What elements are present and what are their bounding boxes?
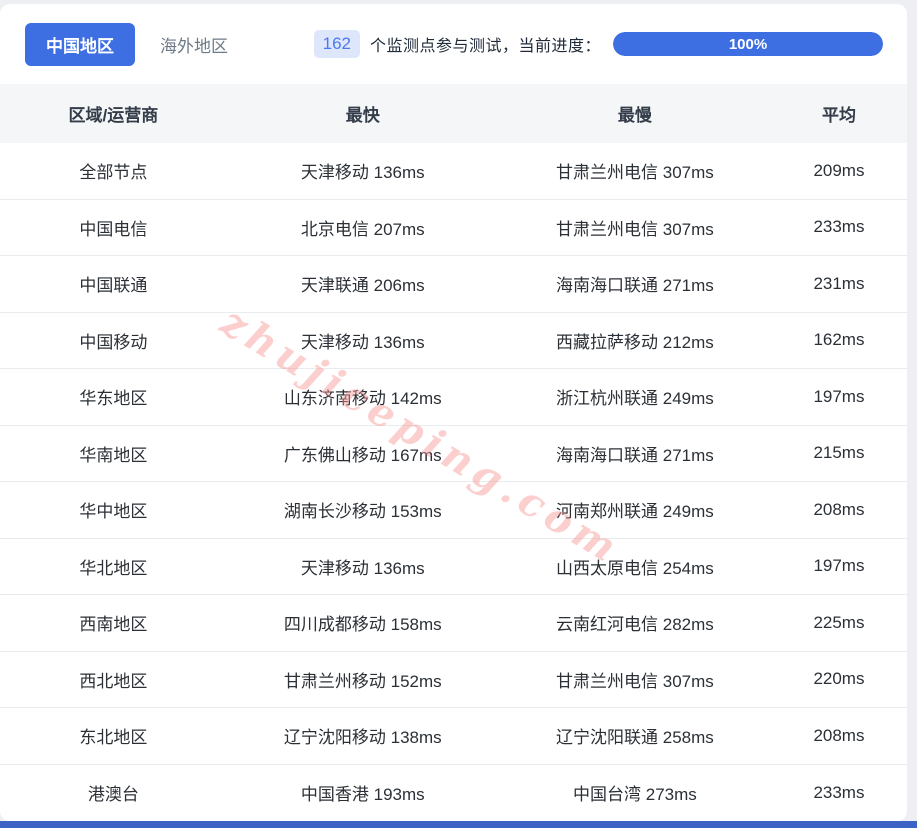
table-row: 中国电信 北京电信 207ms 甘肃兰州电信 307ms 233ms [0,200,907,256]
monitor-count-badge: 162 [313,30,360,58]
cell-fastest: 中国香港 193ms [300,785,425,805]
cell-fastest: 甘肃兰州移动 152ms [283,671,442,691]
cell-fastest: 天津移动 136ms [300,163,425,183]
progress-percent-label: 100% [728,35,768,53]
cell-slowest: 山西太原电信 254ms [556,558,714,578]
cell-average: 233ms [813,782,865,802]
monitor-stats: 162 个监测点参与测试，当前进度： 100% [313,30,883,58]
cell-average: 208ms [813,725,865,745]
cell-slowest: 甘肃兰州电信 307ms [556,671,714,691]
cell-region: 港澳台 [87,785,139,805]
cell-fastest: 天津联通 206ms [300,276,425,296]
column-header-average: 平均 [821,106,856,125]
column-header-fastest: 最快 [345,106,380,125]
table-body: 全部节点 天津移动 136ms 甘肃兰州电信 307ms 209ms 中国电信 北京电信 … [0,143,907,821]
cell-fastest: 湖南长沙移动 153ms [283,502,442,522]
cell-slowest: 甘肃兰州电信 307ms [556,219,714,239]
cell-slowest: 海南海口联通 271ms [556,445,714,465]
progress-bar: 100% [613,32,883,56]
topbar: 中国地区 海外地区 162 个监测点参与测试，当前进度： 100% [0,4,907,84]
cell-average: 197ms [813,556,865,576]
cell-fastest: 四川成都移动 158ms [283,615,442,635]
cell-average: 208ms [813,499,865,519]
cell-average: 225ms [813,612,865,632]
cell-region: 华东地区 [79,389,148,409]
table-row: 华北地区 天津移动 136ms 山西太原电信 254ms 197ms [0,539,907,595]
column-header-region-carrier: 区域/运营商 [68,106,159,125]
cell-slowest: 河南郑州联通 249ms [556,502,714,522]
cell-region: 西北地区 [79,671,148,691]
column-header-slowest: 最慢 [617,106,652,125]
cell-slowest: 甘肃兰州电信 307ms [556,163,714,183]
cell-slowest: 西藏拉萨移动 212ms [556,332,714,352]
cell-region: 华北地区 [79,558,148,578]
speedtest-panel: 中国地区 海外地区 162 个监测点参与测试，当前进度： 100% 区域/运营商… [0,4,907,821]
cell-fastest: 辽宁沈阳移动 138ms [283,728,442,748]
table-row: 西北地区 甘肃兰州移动 152ms 甘肃兰州电信 307ms 220ms [0,652,907,708]
cell-average: 233ms [813,217,865,237]
cell-average: 231ms [813,273,865,293]
cell-fastest: 天津移动 136ms [300,558,425,578]
table-row: 全部节点 天津移动 136ms 甘肃兰州电信 307ms 209ms [0,143,907,200]
cell-region: 华中地区 [79,502,148,522]
tab-overseas-region[interactable]: 海外地区 [156,23,232,66]
cell-region: 中国联通 [79,276,148,296]
cell-fastest: 山东济南移动 142ms [283,389,442,409]
cell-slowest: 辽宁沈阳联通 258ms [556,728,714,748]
cell-region: 中国移动 [79,332,148,352]
table-row: 西南地区 四川成都移动 158ms 云南红河电信 282ms 225ms [0,595,907,652]
cell-region: 东北地区 [79,728,148,748]
cell-average: 220ms [813,669,865,689]
table-row: 中国联通 天津联通 206ms 海南海口联通 271ms 231ms [0,256,907,313]
table-row: 华中地区 湖南长沙移动 153ms 河南郑州联通 249ms 208ms [0,482,907,539]
cell-region: 中国电信 [79,219,148,239]
monitor-progress-text: 个监测点参与测试，当前进度： [369,38,601,55]
cell-region: 全部节点 [79,163,148,183]
cell-average: 197ms [813,386,865,406]
cell-slowest: 中国台湾 273ms [573,785,697,805]
table-row: 港澳台 中国香港 193ms 中国台湾 273ms 233ms [0,765,907,822]
cell-fastest: 北京电信 207ms [300,219,425,239]
cell-slowest: 海南海口联通 271ms [556,276,714,296]
cell-slowest: 浙江杭州联通 249ms [556,389,714,409]
cell-average: 209ms [813,160,865,180]
cell-region: 西南地区 [79,615,148,635]
table-row: 华东地区 山东济南移动 142ms 浙江杭州联通 249ms 197ms [0,369,907,426]
table-row: 华南地区 广东佛山移动 167ms 海南海口联通 271ms 215ms [0,426,907,482]
table-header-row: 区域/运营商 最快 最慢 平均 [0,84,907,143]
cell-slowest: 云南红河电信 282ms [556,615,714,635]
cell-fastest: 广东佛山移动 167ms [283,445,442,465]
cell-average: 162ms [813,330,865,350]
progress-fill: 100% [613,32,883,56]
table-row: 东北地区 辽宁沈阳移动 138ms 辽宁沈阳联通 258ms 208ms [0,708,907,765]
cell-average: 215ms [813,443,865,463]
bottom-bar [0,821,917,828]
table-row: 中国移动 天津移动 136ms 西藏拉萨移动 212ms 162ms [0,313,907,369]
tab-china-region[interactable]: 中国地区 [25,22,135,66]
cell-fastest: 天津移动 136ms [300,332,425,352]
cell-region: 华南地区 [79,445,148,465]
